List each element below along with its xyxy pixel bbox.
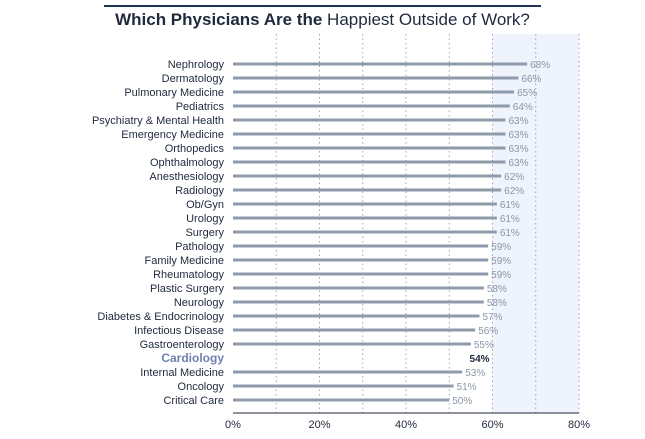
category-label: Urology xyxy=(186,213,224,225)
category-label: Orthopedics xyxy=(165,143,225,155)
value-label: 62% xyxy=(504,172,524,183)
x-tick-label: 40% xyxy=(395,419,417,431)
x-tick-label: 0% xyxy=(225,419,241,431)
value-label: 65% xyxy=(517,88,537,99)
category-label: Rheumatology xyxy=(153,269,224,281)
x-tick-label: 60% xyxy=(481,419,503,431)
value-label: 63% xyxy=(508,144,528,155)
value-label: 63% xyxy=(508,116,528,127)
value-label: 51% xyxy=(457,382,477,393)
value-label: 59% xyxy=(491,270,511,281)
value-label: 57% xyxy=(483,312,503,323)
value-label: 61% xyxy=(500,214,520,225)
value-label: 58% xyxy=(487,298,507,309)
category-label: Radiology xyxy=(175,185,224,197)
category-label: Family Medicine xyxy=(145,255,224,267)
value-label: 63% xyxy=(508,158,528,169)
category-label: Infectious Disease xyxy=(134,325,224,337)
value-label: 62% xyxy=(504,186,524,197)
chart-title-bold: Which Physicians Are the xyxy=(115,10,323,29)
category-label: Ob/Gyn xyxy=(186,199,224,211)
title-rule xyxy=(104,5,541,7)
category-label: Internal Medicine xyxy=(140,367,224,379)
value-label: 66% xyxy=(521,74,541,85)
chart-title-regular: Happiest Outside of Work? xyxy=(327,10,530,29)
chart-title: Which Physicians Are the Happiest Outsid… xyxy=(0,10,645,30)
category-label: Critical Care xyxy=(163,395,224,407)
value-label: 50% xyxy=(452,396,472,407)
category-label: Emergency Medicine xyxy=(121,129,224,141)
value-label: 54% xyxy=(470,354,490,365)
value-label: 56% xyxy=(478,326,498,337)
category-label: Dermatology xyxy=(162,73,225,85)
value-label: 68% xyxy=(530,60,550,71)
category-label: Diabetes & Endocrinology xyxy=(97,311,224,323)
category-label: Pediatrics xyxy=(176,101,225,113)
category-label: Oncology xyxy=(178,381,225,393)
category-label: Psychiatry & Mental Health xyxy=(92,115,224,127)
value-label: 64% xyxy=(513,102,533,113)
category-label: Plastic Surgery xyxy=(150,283,224,295)
category-label: Anesthesiology xyxy=(149,171,224,183)
value-label: 61% xyxy=(500,200,520,211)
value-label: 59% xyxy=(491,256,511,267)
category-label: Ophthalmology xyxy=(150,157,224,169)
category-label: Gastroenterology xyxy=(140,339,225,351)
x-tick-label: 80% xyxy=(568,419,590,431)
category-label: Nephrology xyxy=(168,59,225,71)
category-label: Neurology xyxy=(174,297,225,309)
value-label: 61% xyxy=(500,228,520,239)
value-label: 59% xyxy=(491,242,511,253)
value-label: 58% xyxy=(487,284,507,295)
x-tick-label: 20% xyxy=(308,419,330,431)
category-label: Pathology xyxy=(175,241,224,253)
category-label: Pulmonary Medicine xyxy=(124,87,224,99)
value-label: 63% xyxy=(508,130,528,141)
value-label: 55% xyxy=(474,340,494,351)
category-label: Surgery xyxy=(185,227,224,239)
category-label: Cardiology xyxy=(161,351,224,365)
value-label: 53% xyxy=(465,368,485,379)
